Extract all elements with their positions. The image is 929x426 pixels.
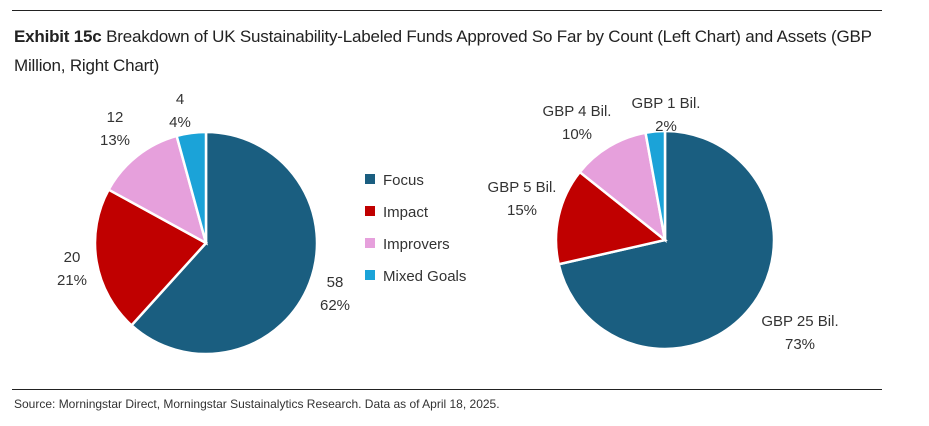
chart-title: Exhibit 15c Breakdown of UK Sustainabili… <box>14 22 884 80</box>
legend-label-improvers: Improvers <box>383 236 450 253</box>
legend: Focus Impact Improvers Mixed Goals <box>365 172 466 285</box>
legend-swatch-impact <box>365 206 375 216</box>
pie-count <box>93 130 319 356</box>
slice-label-count-mixed-goals: 4 4% <box>169 91 191 131</box>
slice-label-assets-improvers: GBP 4 Bil. 10% <box>543 103 612 143</box>
pie-slice-assets-impact <box>554 170 668 266</box>
pie-slice-count-focus <box>129 130 319 356</box>
slice-percent-assets-focus: 73% <box>785 336 815 353</box>
slice-percent-count-focus: 62% <box>320 297 350 314</box>
slice-value-count-focus: 58 <box>327 274 344 291</box>
slice-percent-count-improvers: 13% <box>100 132 130 149</box>
legend-swatch-mixed-goals <box>365 270 375 280</box>
slice-value-assets-improvers: GBP 4 Bil. <box>543 103 612 120</box>
slice-value-assets-impact: GBP 5 Bil. <box>488 179 557 196</box>
slice-percent-count-impact: 21% <box>57 272 87 289</box>
slice-percent-assets-impact: 15% <box>507 202 537 219</box>
slice-percent-count-mixed-goals: 4% <box>169 114 191 131</box>
exhibit-number: Exhibit 15c <box>14 27 102 46</box>
slice-label-assets-impact: GBP 5 Bil. 15% <box>488 179 557 219</box>
slice-label-assets-focus: GBP 25 Bil. 73% <box>761 313 838 353</box>
pie-slice-count-improvers <box>106 134 208 246</box>
legend-swatch-improvers <box>365 238 375 248</box>
slice-label-assets-mixed-goals: GBP 1 Bil. 2% <box>632 95 701 135</box>
pie-slice-count-mixed-goals <box>175 130 208 244</box>
pie-slice-assets-improvers <box>578 131 667 244</box>
bottom-rule <box>12 389 882 390</box>
slice-label-count-improvers: 12 13% <box>100 109 130 149</box>
slice-percent-assets-improvers: 10% <box>562 126 592 143</box>
slice-value-count-improvers: 12 <box>107 109 124 126</box>
exhibit-title: Breakdown of UK Sustainability-Labeled F… <box>14 27 872 75</box>
legend-label-focus: Focus <box>383 172 424 189</box>
legend-label-impact: Impact <box>383 204 429 221</box>
slice-value-assets-mixed-goals: GBP 1 Bil. <box>632 95 701 112</box>
slice-value-count-impact: 20 <box>64 249 81 266</box>
slice-label-count-focus: 58 62% <box>320 274 350 314</box>
slice-label-count-impact: 20 21% <box>57 249 87 289</box>
slice-value-count-mixed-goals: 4 <box>176 91 184 108</box>
legend-label-mixed-goals: Mixed Goals <box>383 268 466 285</box>
legend-swatch-focus <box>365 174 375 184</box>
pie-assets <box>554 129 776 351</box>
slice-percent-assets-mixed-goals: 2% <box>655 118 677 135</box>
pie-slice-count-impact <box>93 187 208 328</box>
pie-slice-assets-mixed-goals <box>644 129 667 241</box>
source-note: Source: Morningstar Direct, Morningstar … <box>14 397 500 411</box>
slice-value-assets-focus: GBP 25 Bil. <box>761 313 838 330</box>
top-rule <box>12 10 882 11</box>
